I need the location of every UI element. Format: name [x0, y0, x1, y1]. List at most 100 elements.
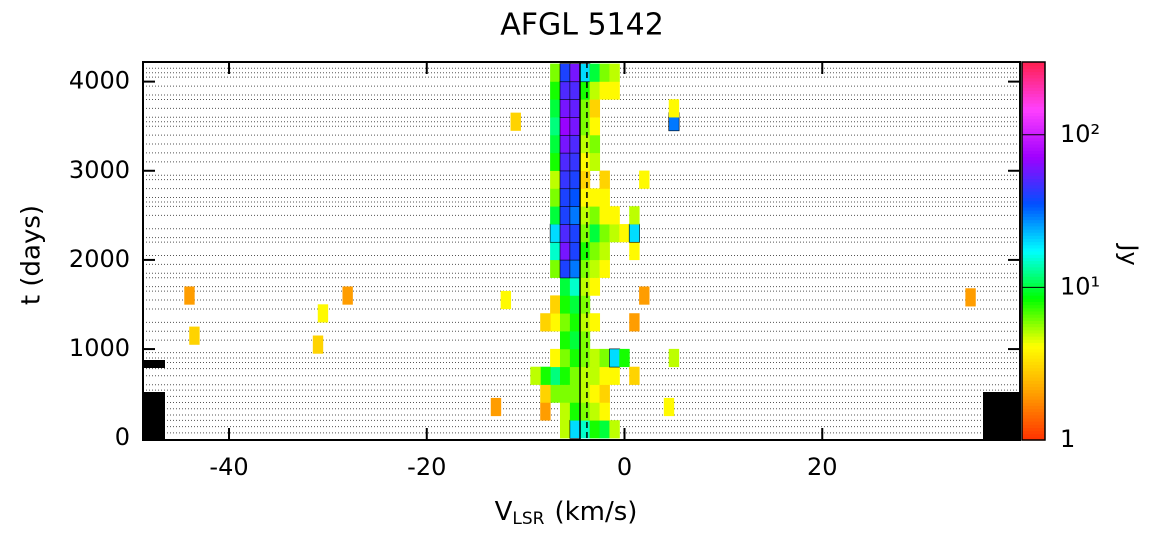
colorbar-segment — [1022, 228, 1045, 233]
colorbar-segment — [1022, 197, 1045, 202]
emission-cell — [500, 290, 512, 310]
colorbar-segment — [1022, 128, 1045, 132]
colorbar-segment — [1022, 238, 1045, 243]
colorbar-segment — [1022, 273, 1045, 277]
emission-cell — [342, 286, 353, 305]
colorbar-segment — [1022, 162, 1045, 167]
emission-cell — [589, 241, 601, 261]
colorbar-segment — [1022, 377, 1045, 381]
emission-cell — [569, 152, 581, 172]
y-axis-label: t (days) — [17, 205, 47, 305]
x-axis-label: VLSR (km/s) — [495, 497, 638, 530]
colorbar-segment — [1022, 219, 1045, 224]
emission-cell — [569, 241, 581, 261]
colorbar-segment — [1022, 323, 1045, 328]
colorbar-segment — [1022, 380, 1045, 384]
colorbar-segment — [1022, 125, 1045, 129]
colorbar-segment — [1022, 159, 1045, 164]
emission-cell — [569, 419, 581, 439]
emission-cell — [184, 286, 195, 305]
emission-cell — [599, 241, 610, 261]
emission-cell — [550, 313, 561, 332]
colorbar-segment — [1022, 367, 1045, 372]
emission-cell — [569, 384, 581, 403]
colorbar-segment — [1022, 430, 1045, 435]
emission-cell — [628, 223, 640, 243]
emission-cell — [579, 348, 591, 368]
colorbar-segment — [1022, 411, 1045, 416]
emission-cell — [599, 224, 610, 243]
colorbar-segment — [1022, 254, 1045, 258]
colorbar-segment — [1022, 106, 1045, 110]
emission-cell — [540, 366, 551, 385]
emission-cell — [609, 81, 620, 100]
y-tick-label: 4000 — [69, 67, 130, 95]
colorbar-segment — [1022, 232, 1045, 236]
colorbar-segment — [1022, 143, 1045, 148]
y-tick-label: 1000 — [69, 334, 130, 362]
colorbar-segment — [1022, 181, 1045, 186]
emission-cell — [569, 348, 581, 368]
colorbar-segment — [1022, 304, 1045, 309]
emission-cell — [569, 63, 581, 83]
colorbar-segment — [1022, 153, 1045, 158]
emission-cell — [579, 152, 591, 171]
emission-cell — [569, 98, 581, 118]
colorbar-segment — [1022, 131, 1045, 136]
emission-cell — [550, 348, 561, 368]
colorbar-segment — [1022, 408, 1045, 413]
emission-cell — [579, 134, 591, 154]
emission-cell — [550, 259, 561, 278]
colorbar-segment — [1022, 417, 1045, 422]
colorbar-label: Jy — [1115, 242, 1143, 265]
colorbar-segment — [1022, 65, 1045, 69]
colorbar-segment — [1022, 194, 1045, 199]
emission-cell — [579, 117, 591, 136]
emission-cell — [579, 81, 591, 100]
emission-cell — [663, 397, 675, 417]
colorbar-segment — [1022, 342, 1045, 347]
colorbar-segment — [1022, 291, 1045, 296]
colorbar-segment — [1022, 427, 1045, 432]
colorbar-segment — [1022, 370, 1045, 375]
emission-cell — [589, 81, 601, 100]
x-label-main: V — [495, 497, 513, 527]
emission-cell — [599, 188, 610, 207]
emission-cell — [599, 384, 610, 403]
emission-cell — [599, 420, 610, 439]
colorbar-segment — [1022, 373, 1045, 378]
emission-cell — [589, 402, 601, 421]
emission-cell — [668, 348, 680, 368]
colorbar-segment — [1022, 263, 1045, 268]
colorbar-segment — [1022, 320, 1045, 325]
emission-cell — [579, 170, 591, 189]
colorbar-segment — [1022, 361, 1045, 365]
emission-cell — [559, 420, 571, 439]
emission-cell — [559, 277, 571, 296]
emission-cell — [579, 188, 591, 207]
emission-cell — [569, 277, 581, 296]
colorbar-segment — [1022, 332, 1045, 337]
emission-cell — [579, 277, 591, 296]
emission-cell — [579, 331, 591, 350]
emission-cell — [550, 206, 561, 225]
x-label-unit: (km/s) — [554, 497, 637, 527]
colorbar-segment — [1022, 225, 1045, 230]
emission-cell — [569, 295, 581, 314]
colorbar-segment — [1022, 121, 1045, 126]
colorbar-segment — [1022, 74, 1045, 79]
mask — [143, 360, 165, 368]
emission-cell — [579, 63, 591, 83]
y-tick-label: 3000 — [69, 156, 130, 184]
colorbar-segment — [1022, 307, 1045, 312]
emission-cell — [589, 259, 601, 278]
emission-cell — [589, 152, 601, 171]
emission-cell — [312, 335, 324, 354]
colorbar-segment — [1022, 345, 1045, 350]
emission-cell — [589, 420, 601, 439]
emission-cell — [579, 224, 591, 243]
emission-cell — [609, 348, 621, 368]
emission-cell — [559, 188, 571, 207]
emission-cell — [569, 205, 581, 225]
